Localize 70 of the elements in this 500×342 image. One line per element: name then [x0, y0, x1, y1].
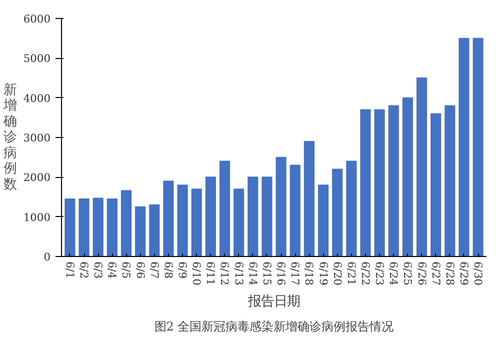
x-tick-label: 6/6 — [134, 262, 147, 279]
x-tick-label: 6/26 — [415, 262, 428, 286]
bar — [234, 188, 244, 256]
text: 图2 全国新冠病毒感染新增确诊病例报告情况 — [154, 320, 394, 334]
bar — [262, 176, 272, 256]
bar — [219, 160, 230, 256]
x-tick-label: 6/11 — [204, 262, 218, 286]
x-tick-label: 6/21 — [344, 262, 358, 286]
x-tick-label: 6/10 — [190, 262, 204, 286]
x-tick-label: 6/1 — [63, 262, 76, 279]
x-tick-label: 6/9 — [176, 262, 190, 279]
bar — [191, 188, 202, 256]
x-axis-title: 报告日期 — [247, 294, 300, 310]
x-tick-label: 6/8 — [162, 262, 175, 279]
bar — [290, 164, 300, 256]
x-tick-label: 6/5 — [120, 262, 133, 279]
bar — [318, 184, 329, 256]
bar — [304, 140, 314, 256]
x-tick-label: 6/30 — [472, 262, 485, 286]
bar — [177, 184, 188, 256]
x-tick-label: 6/7 — [148, 262, 161, 279]
y-tick-label: 4000 — [23, 92, 51, 105]
bar — [388, 105, 399, 256]
bar — [135, 206, 146, 256]
x-tick-label: 6/28 — [443, 262, 456, 286]
x-tick-label: 6/16 — [274, 262, 288, 286]
y-tick-label: 3000 — [23, 132, 51, 144]
x-tick-label: 6/2 — [78, 262, 91, 279]
x-tick-label: 6/23 — [373, 262, 386, 286]
x-tick-label: 6/18 — [302, 262, 316, 286]
bar — [458, 38, 470, 256]
bar — [276, 156, 286, 256]
x-tick-label: 6/25 — [401, 262, 414, 286]
x-tick-label: 6/12 — [218, 262, 232, 286]
y-axis-title: 新增确诊病例数 — [2, 82, 16, 192]
bar — [78, 198, 90, 256]
bar — [92, 198, 104, 256]
bar — [163, 180, 174, 256]
bar — [149, 204, 160, 256]
bar — [120, 190, 132, 256]
bar — [472, 38, 484, 256]
bar — [346, 160, 357, 256]
y-tick-label: 1000 — [23, 210, 51, 224]
bar — [332, 168, 343, 256]
bar — [205, 176, 216, 256]
x-tick-label: 6/24 — [387, 262, 400, 286]
x-tick-label: 6/29 — [457, 262, 470, 286]
bar — [416, 78, 428, 256]
x-tick-label: 6/27 — [429, 262, 442, 286]
bar — [360, 109, 371, 256]
y-tick-label: 5000 — [23, 52, 51, 66]
bar — [402, 97, 413, 256]
bar — [374, 109, 385, 256]
x-tick-label: 6/13 — [232, 262, 246, 286]
x-tick-label: 6/17 — [288, 262, 302, 286]
bar — [430, 113, 442, 256]
x-tick-label: 6/4 — [106, 262, 119, 279]
x-tick-label: 6/20 — [330, 262, 344, 286]
x-tick-label: 6/22 — [358, 262, 372, 286]
bar — [64, 198, 76, 256]
bar — [444, 105, 456, 256]
x-tick-label: 6/19 — [316, 262, 330, 286]
x-tick-label: 6/14 — [246, 262, 260, 286]
y-tick-label: 2000 — [23, 171, 51, 184]
bar — [248, 176, 258, 256]
y-tick-label: 6000 — [23, 12, 51, 26]
y-tick-label: 0 — [44, 250, 51, 264]
x-tick-label: 6/15 — [260, 262, 274, 286]
bar — [106, 198, 118, 256]
x-tick-label: 6/3 — [92, 262, 105, 279]
